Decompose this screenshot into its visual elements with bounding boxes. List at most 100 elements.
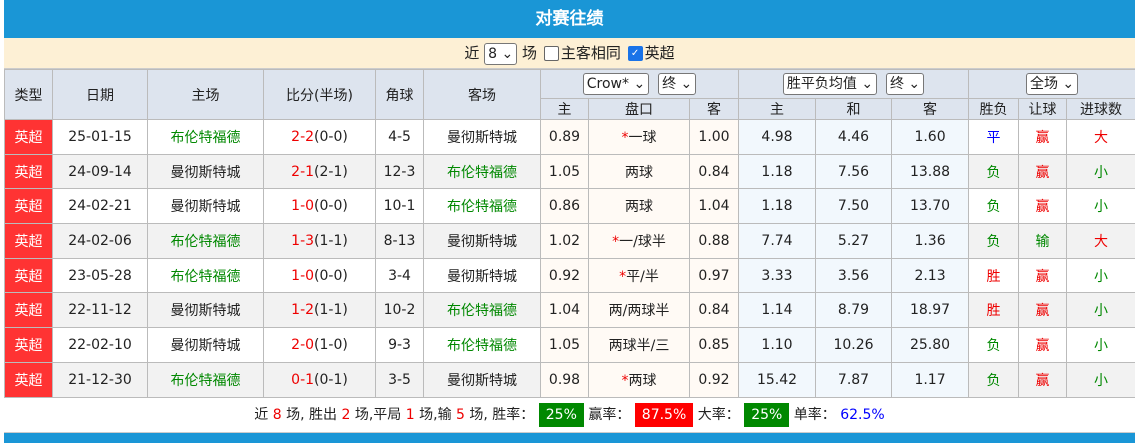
euro-stage-select[interactable]: 终 ⌄ <box>886 73 924 95</box>
handicap-result-cell: 赢 <box>1019 120 1067 155</box>
header-wl: 胜负 <box>969 99 1019 120</box>
header-home: 主场 <box>148 70 264 120</box>
star-mark: * <box>622 373 629 389</box>
score-cell: 1-3(1-1) <box>264 224 376 259</box>
header-date: 日期 <box>53 70 148 120</box>
company-select[interactable]: Crow* ⌄ <box>583 73 649 95</box>
ah-away-odds: 1.00 <box>690 120 739 155</box>
full-score: 1-2 <box>291 302 314 318</box>
summary-games: 8 <box>273 407 282 423</box>
half-score: (0-0) <box>314 268 348 284</box>
home-team-cell[interactable]: 曼彻斯特城 <box>148 154 264 189</box>
half-score: (1-0) <box>314 337 348 353</box>
home-team-cell[interactable]: 曼彻斯特城 <box>148 328 264 363</box>
score-cell: 2-1(2-1) <box>264 154 376 189</box>
league-checkbox[interactable]: ✓ <box>628 46 643 61</box>
score-cell: 2-2(0-0) <box>264 120 376 155</box>
header-ah-away: 客 <box>690 99 739 120</box>
eu-draw-odds: 5.27 <box>816 224 892 259</box>
ah-away-odds: 0.84 <box>690 154 739 189</box>
half-score: (0-0) <box>314 198 348 214</box>
ah-away-odds: 0.92 <box>690 362 739 397</box>
ah-away-odds: 0.88 <box>690 224 739 259</box>
eu-draw-odds: 4.46 <box>816 120 892 155</box>
ah-line-cell: *一球 <box>589 120 690 155</box>
away-team-cell[interactable]: 布伦特福德 <box>424 189 541 224</box>
home-team-cell[interactable]: 布伦特福德 <box>148 362 264 397</box>
ah-line: 两/两球半 <box>609 303 670 319</box>
eu-home-odds: 1.18 <box>739 154 816 189</box>
chevron-down-icon: ⌄ <box>908 76 920 92</box>
league-cell[interactable]: 英超 <box>5 328 53 363</box>
ah-home-odds: 0.92 <box>541 258 589 293</box>
summary-text: 近 <box>254 407 268 423</box>
ah-line: 两球半/三 <box>609 338 670 354</box>
handicap-result-cell: 赢 <box>1019 362 1067 397</box>
half-score: (1-1) <box>314 233 348 249</box>
period-select[interactable]: 全场 ⌄ <box>1026 73 1078 95</box>
star-mark: * <box>622 130 629 146</box>
league-cell[interactable]: 英超 <box>5 189 53 224</box>
header-type: 类型 <box>5 70 53 120</box>
summary-losses: 5 <box>456 407 465 423</box>
result-cell: 胜 <box>969 293 1019 328</box>
header-asian-odds: Crow* ⌄ 终 ⌄ <box>541 70 739 99</box>
handicap-rate-badge: 87.5% <box>635 403 693 427</box>
date-cell: 22-11-12 <box>53 293 148 328</box>
result-cell: 平 <box>969 120 1019 155</box>
home-team-cell[interactable]: 布伦特福德 <box>148 224 264 259</box>
away-team-cell[interactable]: 曼彻斯特城 <box>424 120 541 155</box>
away-team-cell[interactable]: 曼彻斯特城 <box>424 224 541 259</box>
ah-home-odds: 0.98 <box>541 362 589 397</box>
header-euro-odds: 胜平负均值 ⌄ 终 ⌄ <box>739 70 969 99</box>
eu-home-odds: 3.33 <box>739 258 816 293</box>
away-team-cell[interactable]: 布伦特福德 <box>424 293 541 328</box>
home-team-cell[interactable]: 曼彻斯特城 <box>148 293 264 328</box>
corner-cell: 9-3 <box>376 328 424 363</box>
league-cell[interactable]: 英超 <box>5 293 53 328</box>
full-score: 2-2 <box>291 129 314 145</box>
eu-draw-odds: 3.56 <box>816 258 892 293</box>
summary-text: 单率： <box>794 407 836 423</box>
summary-text: 场, 胜率： <box>469 407 534 423</box>
header-results: 全场 ⌄ <box>969 70 1135 99</box>
goals-result-cell: 大 <box>1067 120 1135 155</box>
corner-cell: 3-4 <box>376 258 424 293</box>
match-count-select[interactable]: 8 ⌄ <box>484 43 517 65</box>
score-cell: 1-0(0-0) <box>264 258 376 293</box>
home-team-cell[interactable]: 布伦特福德 <box>148 258 264 293</box>
ah-home-odds: 1.02 <box>541 224 589 259</box>
header-handicap: 让球 <box>1019 99 1067 120</box>
result-cell: 胜 <box>969 258 1019 293</box>
summary-text: 场, 胜出 <box>286 407 337 423</box>
away-team-cell[interactable]: 曼彻斯特城 <box>424 362 541 397</box>
league-cell[interactable]: 英超 <box>5 154 53 189</box>
away-team-cell[interactable]: 布伦特福德 <box>424 154 541 189</box>
result-cell: 负 <box>969 224 1019 259</box>
league-cell[interactable]: 英超 <box>5 362 53 397</box>
company-stage-select[interactable]: 终 ⌄ <box>658 73 696 95</box>
away-team-cell[interactable]: 布伦特福德 <box>424 328 541 363</box>
away-team-cell[interactable]: 曼彻斯特城 <box>424 258 541 293</box>
half-score: (0-0) <box>314 129 348 145</box>
half-score: (0-1) <box>314 372 348 388</box>
header-away: 客场 <box>424 70 541 120</box>
header-ah-home: 主 <box>541 99 589 120</box>
full-score: 2-1 <box>291 164 314 180</box>
home-team-cell[interactable]: 曼彻斯特城 <box>148 189 264 224</box>
league-cell[interactable]: 英超 <box>5 120 53 155</box>
ah-line-cell: 两球半/三 <box>589 328 690 363</box>
filter-bar: 近 8 ⌄ 场 主客相同 ✓英超 <box>4 38 1135 69</box>
result-cell: 负 <box>969 189 1019 224</box>
eu-away-odds: 1.17 <box>892 362 969 397</box>
euro-select[interactable]: 胜平负均值 ⌄ <box>783 73 877 95</box>
league-cell[interactable]: 英超 <box>5 258 53 293</box>
header-eu-draw: 和 <box>816 99 892 120</box>
home-team-cell[interactable]: 布伦特福德 <box>148 120 264 155</box>
h2h-table: 类型 日期 主场 比分(半场) 角球 客场 Crow* ⌄ 终 ⌄ 胜平负均值 … <box>4 69 1135 398</box>
league-cell[interactable]: 英超 <box>5 224 53 259</box>
ah-line: 两球 <box>629 373 657 389</box>
same-home-checkbox[interactable] <box>544 46 559 61</box>
